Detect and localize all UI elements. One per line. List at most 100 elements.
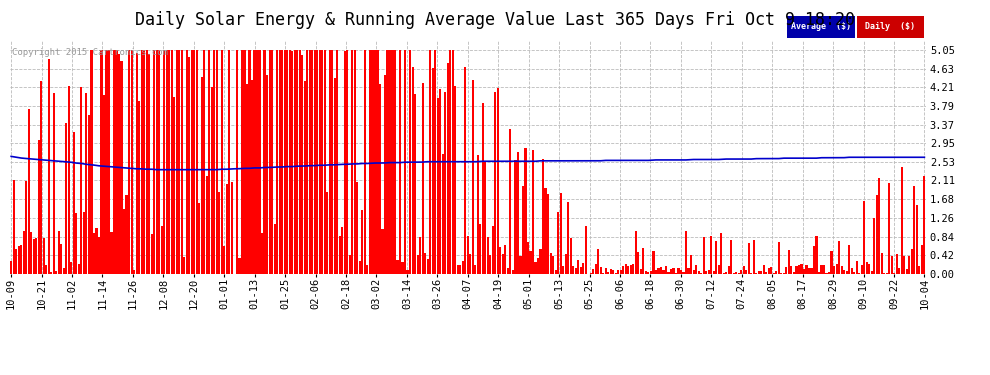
Bar xyxy=(873,218,875,274)
Bar xyxy=(878,178,880,274)
Text: Copyright 2015 Cartronics.com: Copyright 2015 Cartronics.com xyxy=(12,48,167,57)
Bar xyxy=(10,261,12,274)
Bar xyxy=(507,268,509,274)
Bar xyxy=(221,50,223,274)
Bar xyxy=(366,265,368,274)
Bar xyxy=(687,268,690,274)
Bar xyxy=(720,233,723,274)
Bar xyxy=(163,50,165,274)
Bar xyxy=(52,93,54,274)
Bar xyxy=(682,272,685,274)
Bar xyxy=(150,234,152,274)
Bar xyxy=(572,266,574,274)
Bar xyxy=(20,245,22,274)
Bar xyxy=(271,50,273,274)
Bar xyxy=(100,50,103,274)
Bar xyxy=(738,273,740,274)
Bar xyxy=(141,50,143,274)
FancyBboxPatch shape xyxy=(856,16,924,38)
Bar xyxy=(437,98,439,274)
Bar xyxy=(170,50,173,274)
Bar xyxy=(211,87,213,274)
Bar xyxy=(396,260,399,274)
Bar xyxy=(206,176,208,274)
Bar xyxy=(605,268,607,274)
Bar xyxy=(623,266,625,274)
Bar xyxy=(813,246,815,274)
Bar xyxy=(530,251,532,274)
Bar xyxy=(527,242,529,274)
Bar xyxy=(640,268,642,274)
Bar xyxy=(41,81,43,274)
Bar xyxy=(562,266,564,274)
Bar xyxy=(128,50,130,274)
Bar xyxy=(316,50,319,274)
Bar xyxy=(845,272,847,274)
Bar xyxy=(836,264,838,274)
Bar xyxy=(342,227,344,274)
Bar xyxy=(643,248,644,274)
Bar xyxy=(891,256,893,274)
Bar xyxy=(432,68,434,274)
Bar xyxy=(48,59,50,274)
Bar xyxy=(595,264,597,274)
Bar xyxy=(138,101,141,274)
Bar xyxy=(567,202,569,274)
Bar xyxy=(725,272,728,274)
Bar xyxy=(384,75,386,274)
Bar xyxy=(381,229,383,274)
Bar xyxy=(258,50,260,274)
Bar xyxy=(98,237,100,274)
Bar xyxy=(276,50,278,274)
Bar xyxy=(731,240,733,274)
Bar xyxy=(103,95,105,274)
Bar xyxy=(911,249,913,274)
Bar xyxy=(831,251,833,274)
Bar xyxy=(723,273,725,274)
Bar xyxy=(95,228,98,274)
Bar xyxy=(288,50,291,274)
Bar xyxy=(898,267,900,274)
Bar xyxy=(803,269,805,274)
Bar xyxy=(625,264,627,274)
Bar xyxy=(80,87,82,274)
Bar xyxy=(818,272,820,274)
Bar xyxy=(783,273,785,274)
Bar xyxy=(364,50,366,274)
Bar xyxy=(708,270,710,274)
Bar xyxy=(429,50,432,274)
Bar xyxy=(294,50,296,274)
Bar xyxy=(369,50,371,274)
Text: Average  ($): Average ($) xyxy=(791,22,851,31)
Bar xyxy=(353,50,356,274)
Bar xyxy=(379,84,381,274)
Bar xyxy=(860,264,862,274)
Bar xyxy=(741,270,742,274)
Bar xyxy=(43,238,45,274)
Bar xyxy=(131,50,133,274)
Bar xyxy=(773,273,775,274)
Bar xyxy=(652,251,654,274)
Bar xyxy=(301,56,303,274)
Bar xyxy=(901,167,903,274)
Bar xyxy=(186,50,188,274)
Bar xyxy=(148,54,150,274)
Bar xyxy=(630,265,632,274)
Bar xyxy=(219,192,221,274)
Bar xyxy=(680,270,682,274)
Bar xyxy=(876,195,878,274)
Bar xyxy=(201,77,203,274)
Bar xyxy=(903,256,906,274)
Bar xyxy=(419,237,421,274)
Bar xyxy=(718,265,720,274)
Bar xyxy=(261,233,263,274)
Bar xyxy=(736,272,738,274)
Bar xyxy=(376,50,378,274)
Bar xyxy=(239,258,241,274)
Bar xyxy=(745,270,747,274)
Bar xyxy=(50,272,52,274)
Bar xyxy=(510,129,512,274)
Bar xyxy=(522,186,524,274)
Bar xyxy=(394,50,396,274)
Bar xyxy=(811,268,813,274)
